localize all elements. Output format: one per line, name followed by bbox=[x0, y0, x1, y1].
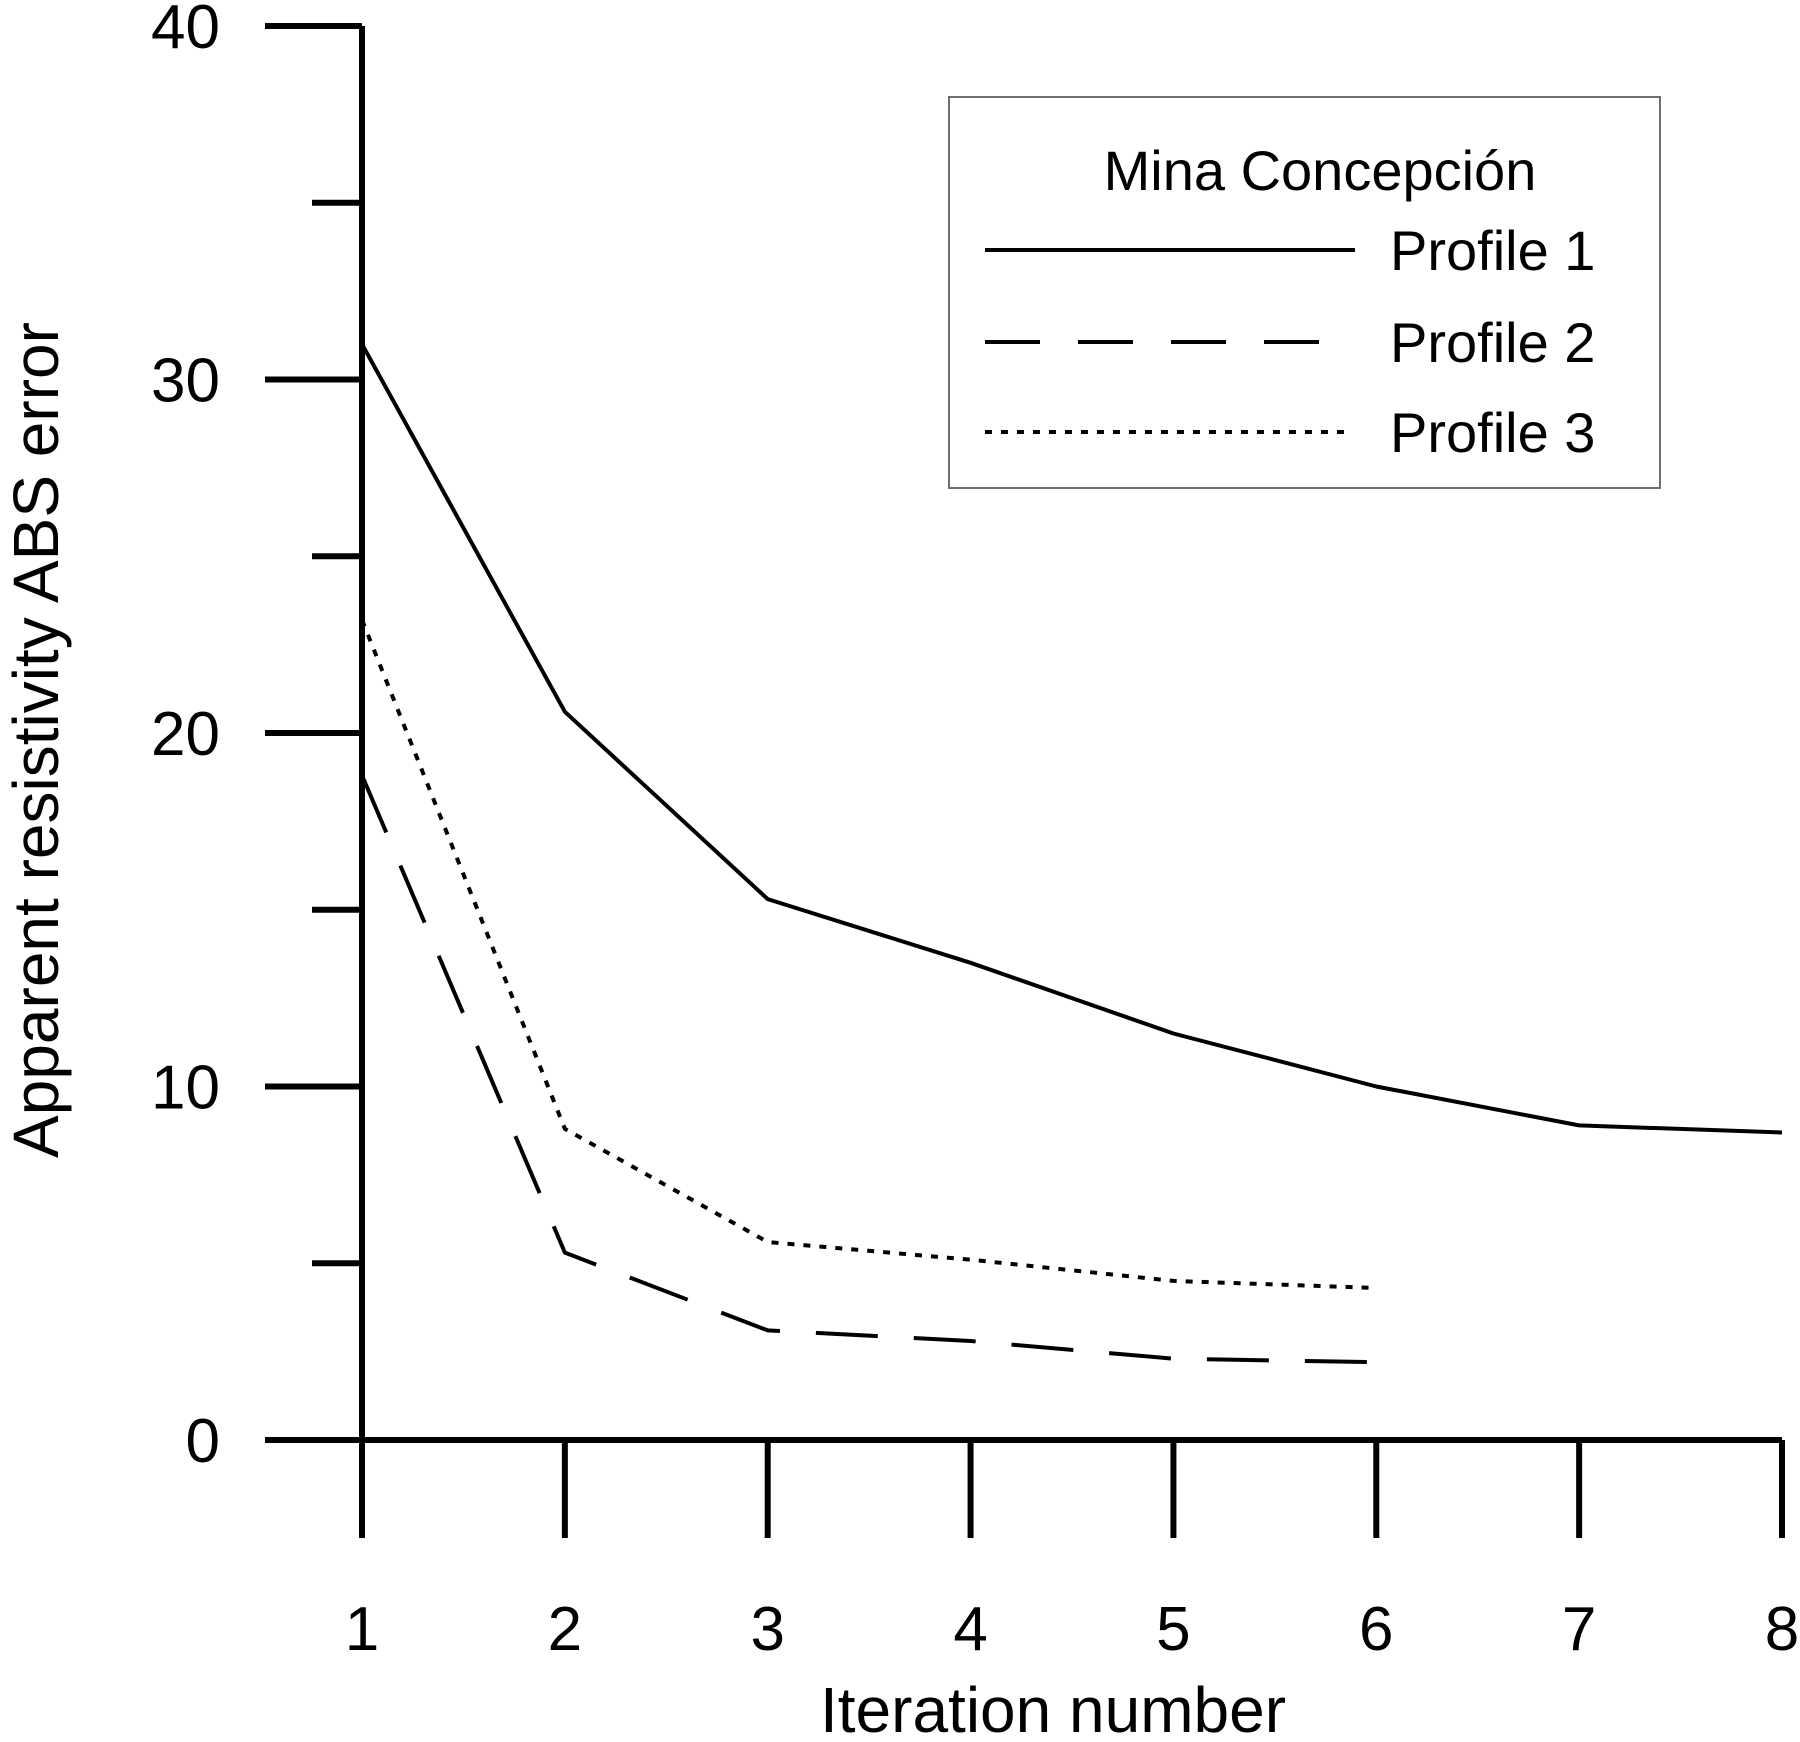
x-tick-label: 2 bbox=[548, 1595, 582, 1664]
y-tick-label: 20 bbox=[151, 700, 220, 769]
x-tick-label: 5 bbox=[1156, 1595, 1190, 1664]
series-line-profile-1 bbox=[360, 343, 1783, 1135]
y-tick-label: 10 bbox=[151, 1054, 220, 1123]
y-tick-label: 30 bbox=[151, 347, 220, 416]
x-axis-title: Iteration number bbox=[820, 1674, 1286, 1742]
y-axis-title: Apparent resistivity ABS error bbox=[0, 322, 72, 1158]
x-tick-label: 8 bbox=[1765, 1595, 1799, 1664]
series-line-profile-2 bbox=[360, 774, 1377, 1365]
legend-label-profile-2: Profile 2 bbox=[1390, 311, 1595, 374]
legend-label-profile-1: Profile 1 bbox=[1390, 219, 1595, 282]
legend-box bbox=[948, 96, 1661, 489]
series-line-profile-3 bbox=[360, 619, 1377, 1290]
x-tick-label: 1 bbox=[345, 1595, 379, 1664]
plot-area bbox=[360, 343, 1783, 1365]
axes: 0 10 20 30 40 1 2 3 4 5 6 7 8 bbox=[151, 0, 1799, 1664]
x-tick-label: 6 bbox=[1359, 1595, 1393, 1664]
y-tick-label: 40 bbox=[151, 0, 220, 62]
legend-title: Mina Concepción bbox=[1104, 139, 1537, 202]
legend-label-profile-3: Profile 3 bbox=[1390, 401, 1595, 464]
y-tick-label: 0 bbox=[186, 1407, 220, 1476]
x-tick-label: 7 bbox=[1562, 1595, 1596, 1664]
x-tick-label: 4 bbox=[953, 1595, 987, 1664]
legend-entries: Profile 1 Profile 2 Profile 3 bbox=[985, 219, 1595, 464]
x-tick-label: 3 bbox=[750, 1595, 784, 1664]
